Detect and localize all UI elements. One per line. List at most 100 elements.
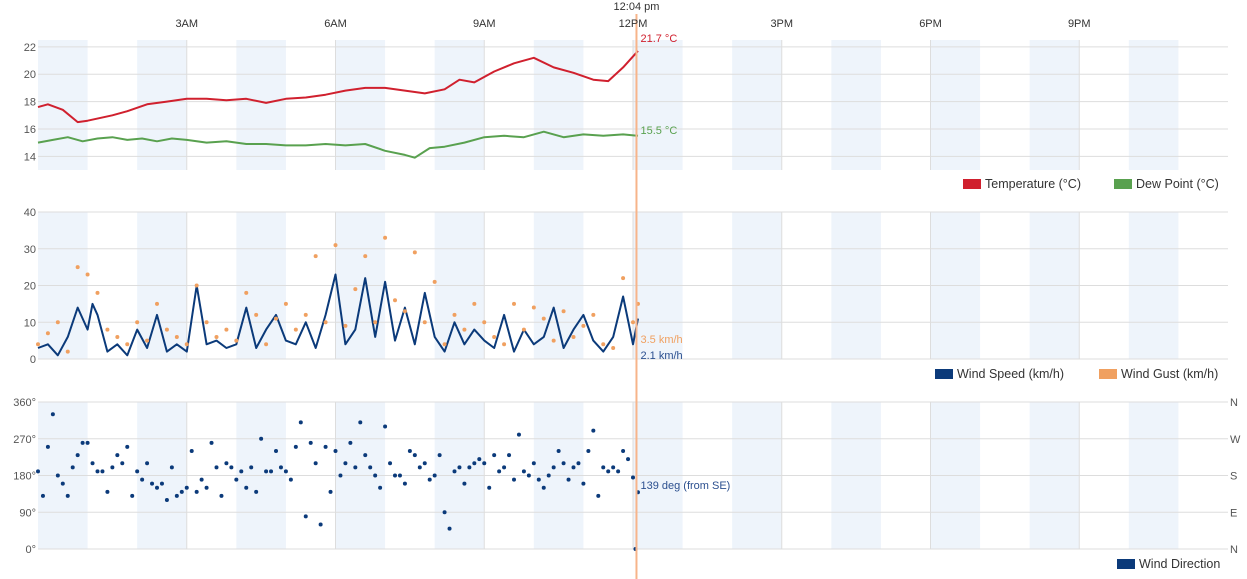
wind_direction-point [288, 477, 293, 482]
legend-dew-point-swatch [1114, 179, 1132, 189]
wind_direction-point [576, 461, 581, 466]
wind_gust-point [412, 250, 417, 255]
wind-speed-current-label: 2.1 km/h [640, 350, 682, 362]
wind_gust-point [115, 334, 120, 339]
wind_gust-point [244, 290, 249, 295]
legend-wind-direction-label: Wind Direction [1139, 557, 1220, 571]
y-tick-label: 40 [24, 207, 36, 219]
wind_direction-point [323, 444, 328, 449]
wind_direction-point [269, 469, 274, 474]
legend-dew-point-label: Dew Point (°C) [1136, 177, 1219, 191]
wind_direction-point [571, 465, 576, 470]
wind_gust-point [155, 301, 159, 306]
hour-band [732, 40, 782, 170]
wind_direction-point [487, 485, 492, 490]
wind_direction-point [507, 453, 512, 458]
wind_gust-point [264, 342, 269, 347]
wind_direction-point [214, 465, 219, 470]
y-tick-label: 0 [30, 354, 36, 366]
wind_gust-point [373, 320, 378, 325]
wind_gust-point [571, 334, 576, 339]
wind_direction-point [224, 461, 229, 466]
wind_direction-point [90, 461, 95, 466]
wind_direction-point [412, 453, 417, 458]
wind_gust-point [214, 334, 219, 339]
hour-band [930, 40, 981, 170]
wind_direction-point [378, 485, 383, 490]
wind_direction-point [283, 469, 288, 474]
wind_gust-point [164, 327, 169, 332]
wind_gust-point [551, 338, 556, 343]
wind_gust-point [343, 323, 348, 328]
wind_gust-point [145, 338, 150, 343]
wind_direction-point [244, 485, 249, 490]
wind_direction-point [621, 449, 626, 453]
hour-band [633, 40, 683, 170]
wind_direction-point [388, 461, 393, 466]
wind_direction-point [303, 514, 308, 519]
wind_direction-point [546, 473, 551, 478]
wind_gust-point [472, 301, 477, 306]
hour-band [1029, 40, 1080, 170]
wind_gust-point [631, 320, 635, 325]
wind_direction-point [358, 420, 363, 425]
legend-temperature-label: Temperature (°C) [985, 177, 1081, 191]
wind_direction-point [234, 477, 239, 482]
wind_direction-point [209, 440, 214, 445]
wind_gust-point [462, 327, 467, 332]
wind_gust-point [512, 301, 516, 306]
axis-ticks: 14 16 18 20 22 0 10 20 30 40 0° N 90° E 180° S 270° W 360°… [13, 42, 1241, 556]
wind_direction-point [566, 477, 571, 482]
wind_direction-point [432, 473, 437, 478]
y-tick-label: 10 [24, 317, 36, 329]
hour-band [1128, 40, 1179, 170]
wind_direction-point [45, 444, 50, 449]
wind_direction-point [239, 469, 244, 474]
legend-wind-speed-label: Wind Speed (km/h) [957, 367, 1064, 381]
legend-wind-gust-label: Wind Gust (km/h) [1121, 367, 1218, 381]
series-marks [36, 50, 640, 551]
hour-label: 6AM [324, 18, 347, 30]
wind_direction-point [502, 465, 507, 470]
wind_direction-point [452, 469, 457, 474]
wind_gust-point [492, 334, 497, 339]
legend-temperature-swatch [963, 179, 981, 189]
wind_direction-point [606, 469, 611, 474]
right-tick-label: E [1230, 507, 1237, 519]
wind_direction-point [135, 469, 140, 474]
wind_gust-point [75, 265, 80, 270]
right-tick-label: S [1230, 471, 1237, 483]
temperature-line [37, 50, 639, 124]
y-tick-label: 14 [24, 151, 36, 163]
wind_direction-point [541, 485, 546, 490]
y-tick-label: 360° [13, 397, 36, 409]
wind_gust-point [125, 342, 130, 347]
wind_gust-point [383, 235, 388, 240]
wind_direction-point [95, 469, 100, 474]
wind_gust-point [393, 298, 397, 303]
wind_direction-point [353, 465, 358, 470]
wind_direction-point [596, 493, 601, 498]
y-tick-label: 20 [24, 281, 36, 293]
wind_direction-point [55, 473, 60, 478]
wind_gust-point [234, 338, 239, 343]
wind_direction-point [516, 432, 521, 437]
wind_gust-point [204, 320, 209, 325]
wind_direction-point [308, 440, 313, 445]
wind_gust-point [521, 327, 526, 332]
wind_gust-point [502, 342, 507, 347]
y-tick-label: 16 [24, 124, 36, 136]
wind_direction-point [50, 412, 55, 417]
wind_direction-point [259, 436, 264, 441]
wind_direction-point [130, 493, 135, 498]
wind_direction-point [482, 461, 487, 466]
wind_gust-point [105, 327, 110, 332]
wind_gust-point [601, 342, 606, 347]
wind_direction-point [278, 465, 283, 470]
wind_gust-point [323, 320, 328, 325]
wind_direction-point [80, 440, 85, 445]
wind_direction-point [472, 461, 477, 466]
wind_direction-point [179, 489, 184, 494]
wind_direction-point [551, 465, 556, 470]
wind_direction-point [348, 440, 353, 445]
